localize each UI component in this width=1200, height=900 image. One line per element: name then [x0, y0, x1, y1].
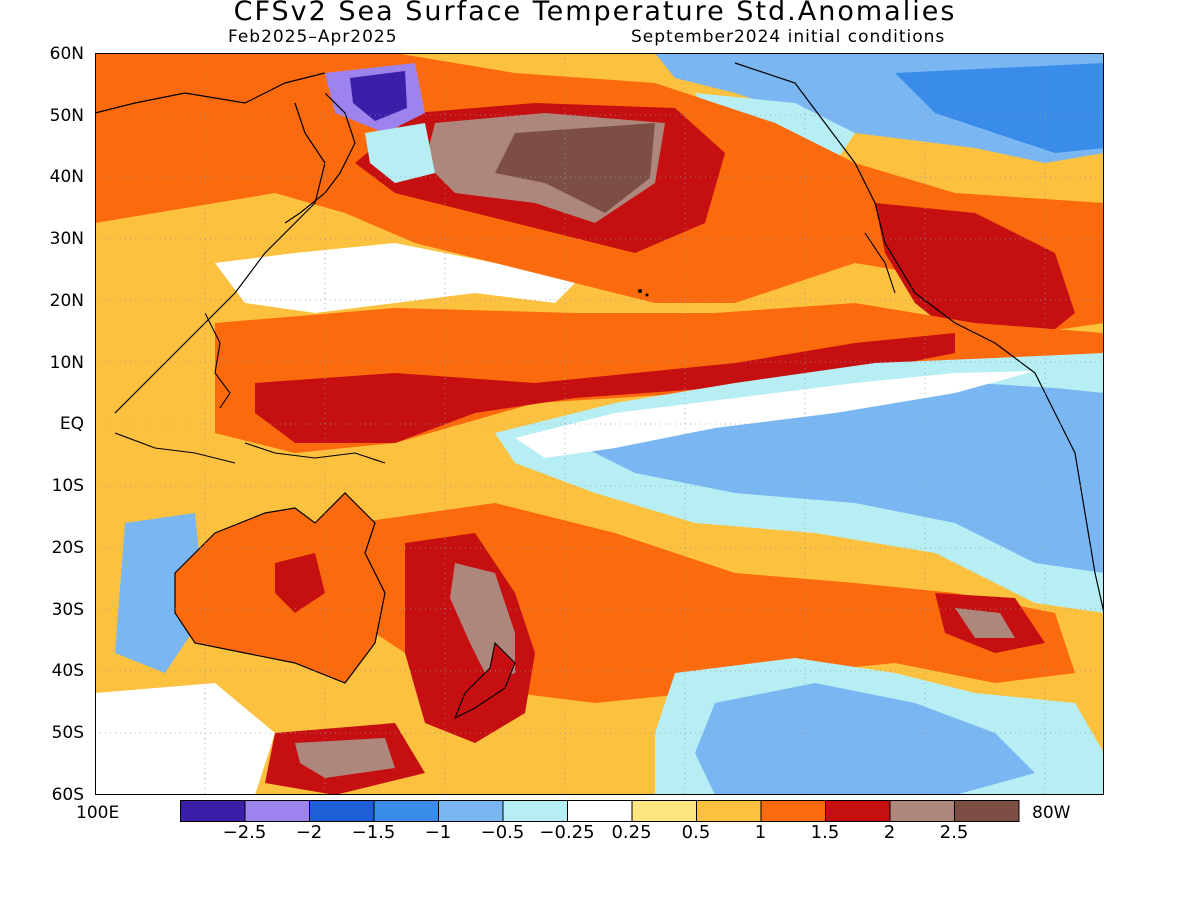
baja-outline [864, 232, 896, 294]
lat-label-60n: 60N [49, 44, 84, 64]
anomaly-region-southern-cold [695, 683, 1035, 795]
colorbar-label: 1 [754, 822, 767, 843]
colorbar-swatch [567, 800, 633, 822]
colorbar-label: 2 [883, 822, 896, 843]
anomaly-region-subtropic-neutral [215, 243, 575, 313]
colorbar-swatch [825, 800, 891, 822]
map-gridlines [95, 53, 1104, 795]
colorbar-swatch [631, 800, 697, 822]
lat-label-40n: 40N [49, 167, 84, 187]
colorbar-label: −0.5 [480, 822, 525, 843]
colorbar-swatch [438, 800, 504, 822]
lat-label-40s: 40S [51, 661, 84, 681]
colorbar-swatch [373, 800, 439, 822]
colorbar-swatch [309, 800, 375, 822]
lat-label-50n: 50N [49, 106, 84, 126]
colorbar-swatch [889, 800, 955, 822]
lat-label-20n: 20N [49, 291, 84, 311]
colorbar-label: 0.5 [681, 822, 711, 843]
new-zealand-outline [453, 641, 516, 720]
hawaii-island [645, 293, 649, 297]
lon-label-west: 100E [76, 803, 120, 823]
anomaly-region-ne-cool-deep [895, 63, 1104, 153]
lat-label-30s: 30S [51, 600, 84, 620]
lat-label-60s: 60S [51, 785, 84, 805]
sst-anomaly-map [95, 53, 1104, 795]
lat-label-50s: 50S [51, 723, 84, 743]
colorbar-label: 0.25 [611, 822, 652, 843]
indonesia-outline [114, 432, 386, 464]
map-title: CFSv2 Sea Surface Temperature Std.Anomal… [233, 0, 957, 27]
colorbar-swatch [696, 800, 762, 822]
colorbar-swatch [180, 800, 246, 822]
anomaly-region-w-aus-cool [115, 513, 205, 673]
lat-label-10s: 10S [51, 476, 84, 496]
lat-label-10n: 10N [49, 353, 84, 373]
lon-label-east: 80W [1032, 803, 1071, 823]
colorbar-swatch [502, 800, 568, 822]
colorbar-label: −1.5 [351, 822, 396, 843]
anomaly-region-sw-neutral [95, 683, 275, 795]
colorbar-label: −1 [424, 822, 452, 843]
colorbar-label: −2 [295, 822, 323, 843]
anomaly-region-cold-tongue-neutral [515, 371, 1035, 458]
lat-label-20s: 20S [51, 538, 84, 558]
anomaly-region-okhotsk-core [350, 71, 407, 121]
asia-coastline [95, 72, 326, 414]
hawaii-island [638, 289, 642, 293]
americas-coastline [734, 62, 1104, 614]
forecast-period: Feb2025–Apr2025 [228, 27, 398, 47]
initial-conditions: September2024 initial conditions [631, 27, 946, 47]
anomaly-region-kuril-pale [365, 123, 435, 183]
australia-hot-core [275, 553, 325, 613]
colorbar [180, 800, 1020, 822]
colorbar-swatch [954, 800, 1020, 822]
map-frame [95, 53, 1104, 795]
japan-outline [284, 92, 356, 224]
lat-label-30n: 30N [49, 229, 84, 249]
anomaly-region-mexico-warm [875, 203, 1075, 353]
colorbar-swatch [760, 800, 826, 822]
colorbar-swatch [244, 800, 310, 822]
anomaly-region-se-pac-peak [955, 608, 1015, 638]
anomaly-region-tasman-peak [295, 738, 395, 778]
philippines-outline [204, 312, 231, 409]
anomaly-region-npac-max [495, 123, 655, 213]
colorbar-label: −2.5 [222, 822, 267, 843]
colorbar-label: −0.25 [539, 822, 595, 843]
colorbar-label: 2.5 [939, 822, 969, 843]
colorbar-label: 1.5 [810, 822, 840, 843]
lat-label-eq: EQ [59, 414, 84, 434]
anomaly-region-tropical-hot [255, 333, 955, 443]
anomaly-region-cold-tongue [575, 383, 1104, 573]
